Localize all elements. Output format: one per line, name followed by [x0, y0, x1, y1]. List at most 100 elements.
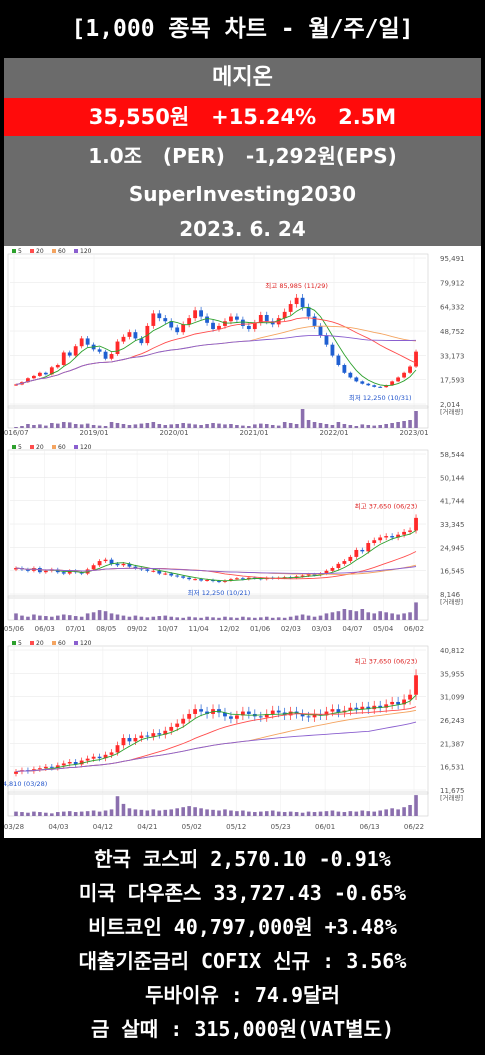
volume-bar: [109, 809, 114, 816]
volume-bar: [103, 810, 108, 816]
volume-bar: [145, 617, 150, 620]
volume-bar: [169, 616, 174, 620]
candle-body: [193, 310, 198, 319]
monthly-chart: 95,491 79,912 64,332 48,752 33,173 17,593 2,01…: [0, 248, 465, 437]
candle-body: [26, 569, 30, 571]
candle-body: [55, 765, 60, 768]
volume-bar: [193, 617, 197, 620]
volume-bar: [157, 424, 162, 428]
legend-label: 5: [18, 640, 22, 647]
legend-swatch: [74, 445, 78, 449]
volume-bar: [103, 611, 108, 620]
legend-label: 20: [36, 444, 44, 451]
x-tick-label: 04/03: [48, 823, 68, 831]
volume-bar: [247, 811, 251, 816]
volume-bar: [342, 609, 347, 620]
candle-body: [133, 332, 138, 339]
volume-bar: [91, 612, 96, 620]
candle-body: [390, 381, 395, 386]
volume-label: [거래량]: [440, 407, 463, 416]
volume-bar: [163, 809, 168, 816]
market-line: 한국 코스피 2,570.10 -0.91%: [94, 847, 391, 871]
legend-label: 20: [36, 640, 44, 647]
volume-bar: [187, 806, 191, 816]
volume-bar: [50, 813, 54, 816]
volume-bar: [157, 810, 162, 816]
candle-body: [414, 675, 418, 695]
volume-bar: [14, 811, 18, 816]
volume-bar: [50, 616, 54, 620]
x-tick-label: 05/23: [271, 823, 291, 831]
candle-body: [169, 573, 174, 576]
y-tick-label: 31,099: [440, 694, 465, 702]
candle-body: [372, 385, 377, 387]
candle-body: [264, 713, 269, 718]
candle-body: [396, 377, 401, 382]
candle-body: [258, 716, 263, 718]
candle-body: [396, 701, 401, 705]
volume-bar: [366, 612, 371, 620]
chart-area: 95,491 79,912 64,332 48,752 33,173 17,593 2,01…: [0, 246, 481, 838]
volume-bar: [354, 611, 359, 620]
volume-bar: [282, 422, 287, 428]
candle-body: [366, 383, 371, 386]
legend-swatch: [30, 445, 34, 449]
volume-bar: [384, 424, 388, 428]
volume-bar: [38, 424, 42, 428]
candle-body: [109, 354, 114, 359]
volume-bar: [241, 425, 245, 428]
candle-body: [348, 556, 353, 562]
volume-bar: [79, 811, 84, 816]
volume-bar: [217, 617, 221, 620]
volume-bar: [85, 811, 90, 816]
x-tick-label: 2020/01: [159, 429, 188, 437]
volume-bar: [306, 615, 311, 620]
market-cap: 1.0조: [88, 144, 143, 168]
volume-bar: [181, 423, 185, 428]
candle-body: [240, 319, 245, 326]
volume-bar: [26, 812, 30, 816]
legend-label: 5: [18, 248, 22, 255]
candle-body: [85, 758, 90, 761]
candle-body: [229, 579, 233, 581]
volume-bar: [372, 613, 377, 620]
candle-body: [408, 694, 412, 700]
price-frame: [7, 253, 429, 409]
volume-bar: [241, 616, 245, 620]
volume-bar: [115, 614, 120, 620]
candle-body: [336, 355, 341, 365]
candle-body: [235, 316, 239, 320]
x-tick-label: 03/28: [4, 823, 24, 831]
volume-bar: [312, 422, 317, 428]
candle-body: [240, 578, 245, 580]
candle-body: [151, 570, 156, 572]
x-tick-label: 05/02: [182, 823, 202, 831]
candle-body: [67, 762, 72, 764]
candle-body: [312, 316, 317, 326]
volume-bar: [181, 807, 185, 816]
legend-swatch: [30, 641, 34, 645]
candle-body: [127, 332, 132, 337]
volume-bar: [211, 617, 215, 620]
volume-bar: [384, 612, 388, 620]
volume-bar: [115, 796, 120, 816]
candle-body: [264, 314, 269, 322]
candle-body: [103, 351, 108, 359]
candle-body: [235, 715, 239, 719]
volume-bar: [294, 615, 299, 620]
candle-body: [217, 709, 221, 713]
candle-body: [360, 549, 365, 552]
y-tick-label: 35,955: [440, 670, 465, 678]
volume-bar: [56, 423, 60, 428]
candle-body: [414, 351, 418, 367]
volume-bar: [79, 616, 84, 620]
x-tick-label: 06/01: [315, 823, 335, 831]
volume-bar: [133, 809, 138, 816]
candle-body: [205, 316, 209, 323]
candle-body: [103, 559, 108, 562]
candle-body: [32, 375, 36, 379]
volume-bar: [127, 425, 132, 428]
volume-bar: [354, 426, 359, 428]
volume-bar: [145, 423, 150, 428]
candle-body: [288, 711, 293, 716]
